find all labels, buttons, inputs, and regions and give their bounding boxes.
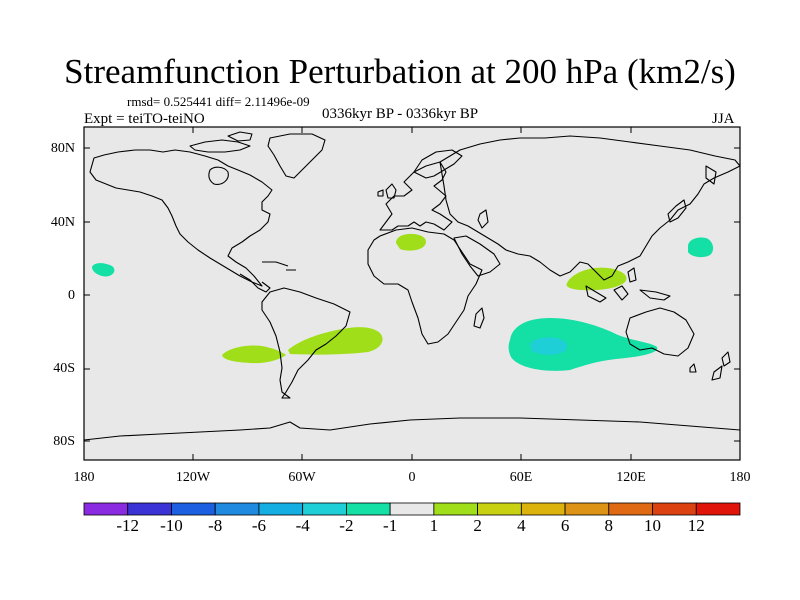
indian-ocean-core — [530, 337, 568, 355]
colorbar-label: -10 — [160, 516, 183, 535]
colorbar-swatch — [302, 502, 347, 516]
anomaly-layer — [92, 233, 714, 371]
lat-label: 40N — [50, 215, 75, 230]
colorbar-label: 8 — [604, 516, 614, 535]
lon-label: 180 — [73, 470, 95, 485]
figure-title: Streamfunction Perturbation at 200 hPa (… — [64, 52, 736, 91]
period-label: 0336kyr BP - 0336kyr BP — [322, 106, 479, 122]
colorbar-swatch — [171, 502, 216, 516]
colorbar-label: -4 — [295, 516, 310, 535]
lon-label: 60W — [288, 470, 316, 485]
colorbar-label: -1 — [383, 516, 398, 535]
west-pacific-negative — [688, 237, 714, 258]
colorbar-label: 4 — [517, 516, 526, 535]
season-label: JJA — [712, 111, 735, 127]
colorbar-swatch — [83, 502, 129, 516]
coastlines — [84, 131, 740, 441]
lon-label: 0 — [408, 470, 416, 485]
colorbar-swatch — [564, 502, 610, 516]
north-africa-positive — [396, 233, 426, 251]
colorbar-label: 10 — [644, 516, 662, 535]
colorbar-label: 6 — [560, 516, 570, 535]
colorbar-swatch — [127, 502, 172, 516]
lon-label: 60E — [509, 470, 533, 485]
indian-ocean-negative — [508, 318, 658, 371]
lon-label: 120W — [175, 470, 211, 485]
colorbar-swatch — [214, 502, 260, 516]
colorbar-label: -8 — [208, 516, 223, 535]
lon-label: 180 — [729, 470, 751, 485]
colorbar-label: -12 — [116, 516, 140, 535]
east-pacific-negative — [92, 263, 115, 277]
colorbar-swatch — [608, 502, 653, 516]
southeast-asia-positive — [566, 267, 627, 291]
lat-label: 40S — [53, 361, 75, 376]
lon-ticks — [192, 127, 632, 460]
colorbar-label: -2 — [339, 516, 354, 535]
colorbar-label: 1 — [429, 516, 439, 535]
colorbar-swatch — [258, 502, 304, 516]
south-pacific-positive — [222, 345, 286, 364]
lon-label: 120E — [616, 470, 646, 485]
lat-ticks — [84, 147, 740, 442]
colorbar-swatch — [389, 502, 435, 516]
colorbar-label: 12 — [687, 516, 705, 535]
colorbar-swatch — [695, 502, 741, 516]
colorbar-label: -6 — [251, 516, 266, 535]
colorbar-swatch — [433, 502, 479, 516]
map-background — [84, 127, 740, 460]
colorbar-swatch — [520, 502, 566, 516]
lat-label: 80S — [53, 434, 75, 449]
south-atlantic-positive — [288, 327, 383, 355]
colorbar — [83, 502, 741, 516]
colorbar-label: 2 — [473, 516, 482, 535]
lat-label: 0 — [68, 288, 75, 303]
colorbar-swatch — [477, 502, 522, 516]
colorbar-swatch — [345, 502, 391, 516]
colorbar-swatch — [652, 502, 697, 516]
lat-label: 80N — [50, 141, 75, 156]
stats-text: rmsd= 0.525441 diff= 2.11496e-09 — [127, 94, 310, 109]
experiment-label: Expt = teiTO-teiNO — [84, 111, 205, 127]
